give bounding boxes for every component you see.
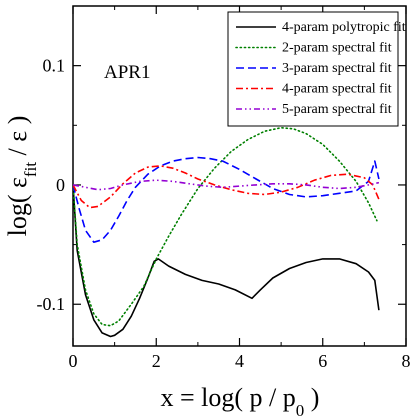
series-line-2: [73, 126, 378, 327]
series-line-3: [73, 156, 380, 243]
legend-label: 4-param polytropic fit: [282, 20, 406, 35]
x-tick-label: 0: [69, 351, 78, 371]
x-axis-label: x = log( p / p0 ): [161, 383, 320, 416]
legend-box: [227, 11, 399, 127]
legend-items: 4-param polytropic fit 2-param spectral f…: [235, 20, 406, 117]
legend-label: 4-param spectral fit: [282, 82, 392, 97]
chart-annotation: APR1: [104, 62, 150, 83]
x-tick-labels: 0 2 4 6 8: [69, 351, 411, 371]
legend-label: 2-param spectral fit: [282, 41, 392, 56]
x-tick-label: 6: [318, 351, 327, 371]
x-axis-label-tail: ): [304, 383, 319, 412]
y-tick-label: 0: [56, 175, 65, 195]
y-axis-label-sub: fit: [21, 162, 40, 177]
y-tick-labels: -0.1 0 0.1: [37, 56, 66, 315]
x-axis-label-main: x = log( p / p: [161, 383, 296, 412]
y-tick-label: 0.1: [43, 56, 66, 76]
y-axis-label-tail: / ε ): [3, 116, 32, 162]
series-line-4: [73, 165, 380, 209]
y-axis-label: log( εfit / ε ): [3, 116, 40, 237]
y-tick-label: -0.1: [37, 294, 66, 314]
x-tick-label: 2: [152, 351, 161, 371]
legend: 4-param polytropic fit 2-param spectral f…: [227, 11, 406, 127]
x-tick-label: 8: [402, 351, 411, 371]
x-axis-label-sub: 0: [296, 401, 305, 416]
x-tick-label: 4: [235, 351, 244, 371]
y-axis-label-main: log( ε: [3, 177, 32, 236]
series-layer: [73, 126, 380, 338]
legend-label: 5-param spectral fit: [282, 102, 392, 117]
legend-label: 3-param spectral fit: [282, 61, 392, 76]
series-line-1: [73, 184, 380, 338]
